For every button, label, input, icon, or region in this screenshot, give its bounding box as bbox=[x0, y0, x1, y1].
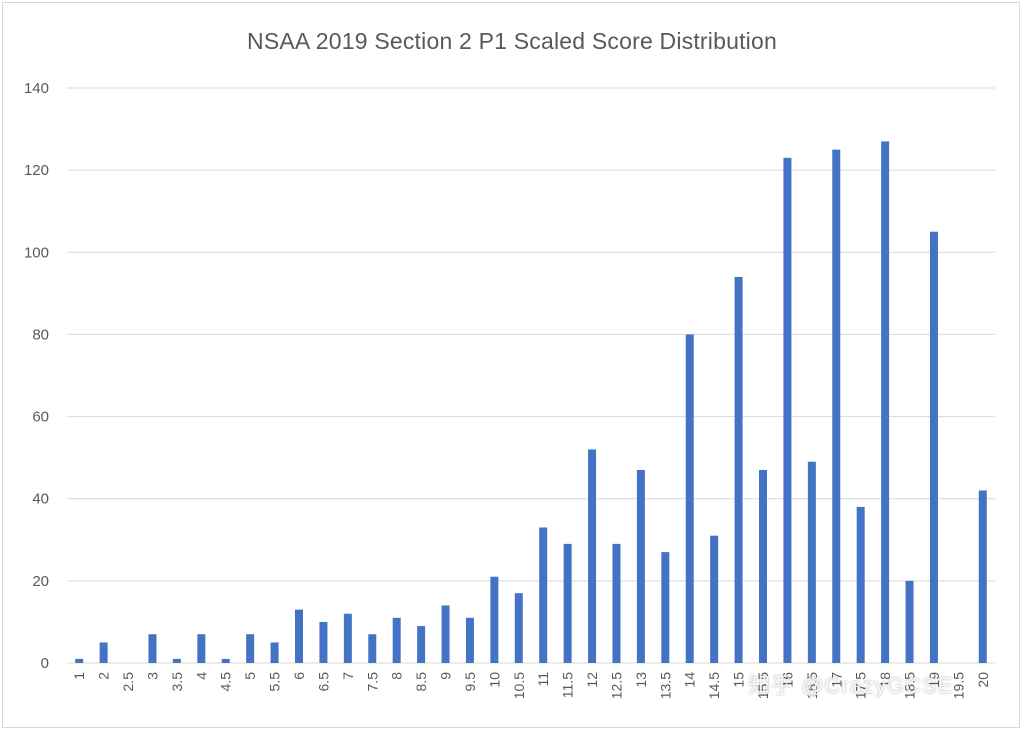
x-tick-label: 10.5 bbox=[511, 672, 527, 699]
x-tick-label: 3 bbox=[144, 672, 160, 680]
bar-13 bbox=[636, 469, 645, 663]
x-tick-label: 2.5 bbox=[120, 672, 136, 692]
bar-18.5 bbox=[905, 580, 914, 663]
y-tick-label: 80 bbox=[32, 326, 49, 343]
y-tick-label: 20 bbox=[32, 573, 49, 590]
bar-1 bbox=[75, 658, 84, 663]
x-tick-label: 19 bbox=[926, 672, 942, 688]
x-tick-label: 9.5 bbox=[462, 672, 478, 692]
x-tick-label: 6 bbox=[291, 672, 307, 680]
x-tick-label: 11 bbox=[535, 672, 551, 687]
x-tick-label: 12.5 bbox=[608, 672, 624, 699]
bar-4.5 bbox=[221, 658, 230, 663]
bar-5 bbox=[246, 634, 255, 663]
bar-12 bbox=[588, 449, 597, 663]
bar-8.5 bbox=[417, 626, 426, 663]
bar-11 bbox=[539, 527, 548, 663]
bar-14.5 bbox=[710, 535, 719, 663]
x-axis-ticks: 1 2 2.5 3 3.5 4 4.5 5 5.5 6 6.5 7 7.5 8 8.5 9 9.5 10 10.5 1… bbox=[71, 672, 991, 699]
bar-19 bbox=[929, 231, 938, 663]
x-tick-label: 5.5 bbox=[267, 672, 283, 692]
bar-17.5 bbox=[856, 506, 865, 663]
x-tick-label: 18.5 bbox=[902, 672, 918, 699]
x-tick-label: 9 bbox=[438, 672, 454, 680]
bar-7.5 bbox=[368, 634, 377, 663]
y-tick-label: 120 bbox=[24, 162, 49, 179]
x-tick-label: 10 bbox=[486, 672, 502, 688]
x-tick-label: 12 bbox=[584, 672, 600, 688]
bar-16 bbox=[783, 157, 792, 663]
x-tick-label: 11.5 bbox=[560, 672, 576, 698]
bar-15.5 bbox=[759, 469, 767, 663]
bar-5.5 bbox=[270, 642, 279, 663]
bar-8 bbox=[392, 617, 401, 663]
bar-18 bbox=[881, 141, 890, 663]
x-tick-label: 1 bbox=[71, 672, 87, 680]
y-tick-label: 140 bbox=[24, 80, 49, 97]
x-tick-label: 4.5 bbox=[218, 672, 234, 692]
bar-9 bbox=[441, 605, 450, 663]
bar-17 bbox=[832, 149, 841, 664]
bar-10.5 bbox=[514, 593, 523, 663]
x-tick-label: 18 bbox=[877, 672, 893, 688]
x-tick-label: 13 bbox=[633, 672, 649, 688]
x-tick-label: 17 bbox=[828, 672, 844, 688]
bar-6 bbox=[295, 609, 303, 663]
bar-12.5 bbox=[612, 543, 621, 663]
x-tick-label: 15.5 bbox=[755, 672, 771, 699]
x-tick-label: 16 bbox=[779, 672, 795, 688]
x-tick-label: 19.5 bbox=[950, 672, 966, 699]
x-tick-label: 20 bbox=[975, 672, 991, 688]
bars bbox=[75, 141, 987, 664]
x-tick-label: 14.5 bbox=[706, 672, 722, 699]
bar-2 bbox=[99, 642, 108, 663]
x-tick-label: 16.5 bbox=[804, 672, 820, 699]
y-tick-label: 0 bbox=[41, 655, 49, 672]
x-tick-label: 3.5 bbox=[169, 672, 185, 692]
bar-20 bbox=[978, 490, 987, 663]
bar-3 bbox=[148, 634, 157, 663]
x-tick-label: 7 bbox=[340, 672, 356, 680]
chart-title: NSAA 2019 Section 2 P1 Scaled Score Dist… bbox=[247, 28, 777, 54]
x-tick-label: 6.5 bbox=[315, 672, 331, 692]
x-tick-label: 8.5 bbox=[413, 672, 429, 692]
y-axis-ticks: 0 20 40 60 80 100 120 140 bbox=[24, 80, 49, 672]
bar-7 bbox=[343, 613, 352, 663]
bar-14 bbox=[685, 334, 694, 663]
bar-9.5 bbox=[465, 617, 474, 663]
y-tick-label: 100 bbox=[24, 244, 49, 261]
bar-4 bbox=[197, 634, 206, 663]
x-tick-label: 17.5 bbox=[853, 672, 869, 699]
bar-13.5 bbox=[661, 552, 670, 663]
x-tick-label: 7.5 bbox=[364, 672, 380, 692]
x-tick-label: 14 bbox=[682, 672, 698, 688]
bar-11.5 bbox=[563, 543, 572, 663]
gridlines bbox=[67, 87, 995, 664]
x-tick-label: 15 bbox=[731, 672, 747, 688]
bar-6.5 bbox=[319, 621, 328, 663]
bar-16.5 bbox=[807, 461, 816, 663]
bar-10 bbox=[490, 576, 499, 663]
x-tick-label: 8 bbox=[389, 672, 405, 680]
y-tick-label: 40 bbox=[32, 491, 49, 508]
x-tick-label: 2 bbox=[96, 672, 112, 680]
x-tick-label: 4 bbox=[193, 672, 209, 680]
bar-3.5 bbox=[172, 658, 181, 663]
y-tick-label: 60 bbox=[32, 409, 49, 426]
watermark-text: 知乎 @CrazyGCSE bbox=[748, 673, 954, 698]
x-tick-label: 5 bbox=[242, 672, 258, 680]
bar-15 bbox=[734, 276, 743, 663]
x-tick-label: 13.5 bbox=[657, 672, 673, 699]
